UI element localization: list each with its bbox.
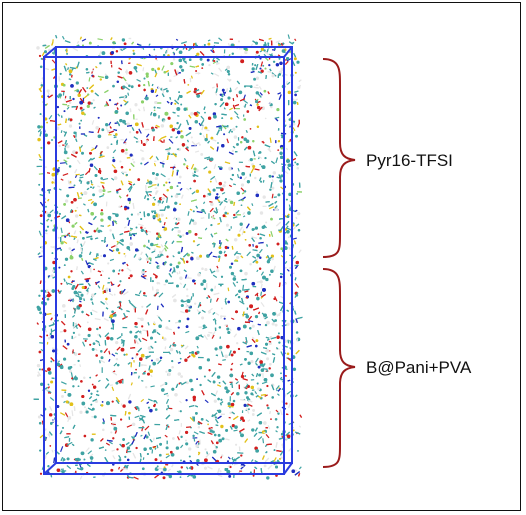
cell-front-face <box>43 56 285 475</box>
cell-edge <box>283 462 293 475</box>
region-label-pyr16-tfsi: Pyr16-TFSI <box>366 151 453 170</box>
cell-edge <box>43 462 57 475</box>
figure-frame <box>2 2 521 511</box>
atom-cloud <box>33 34 303 480</box>
simulation-cell <box>43 46 293 475</box>
cell-edge <box>43 46 57 58</box>
region-label-b-pani-pva: B@Pani+PVA <box>366 358 472 377</box>
brace-b-pani-pva <box>322 268 356 468</box>
brace-pyr16-tfsi <box>322 58 356 258</box>
cell-back-face <box>55 46 293 464</box>
cell-edge <box>283 46 293 58</box>
